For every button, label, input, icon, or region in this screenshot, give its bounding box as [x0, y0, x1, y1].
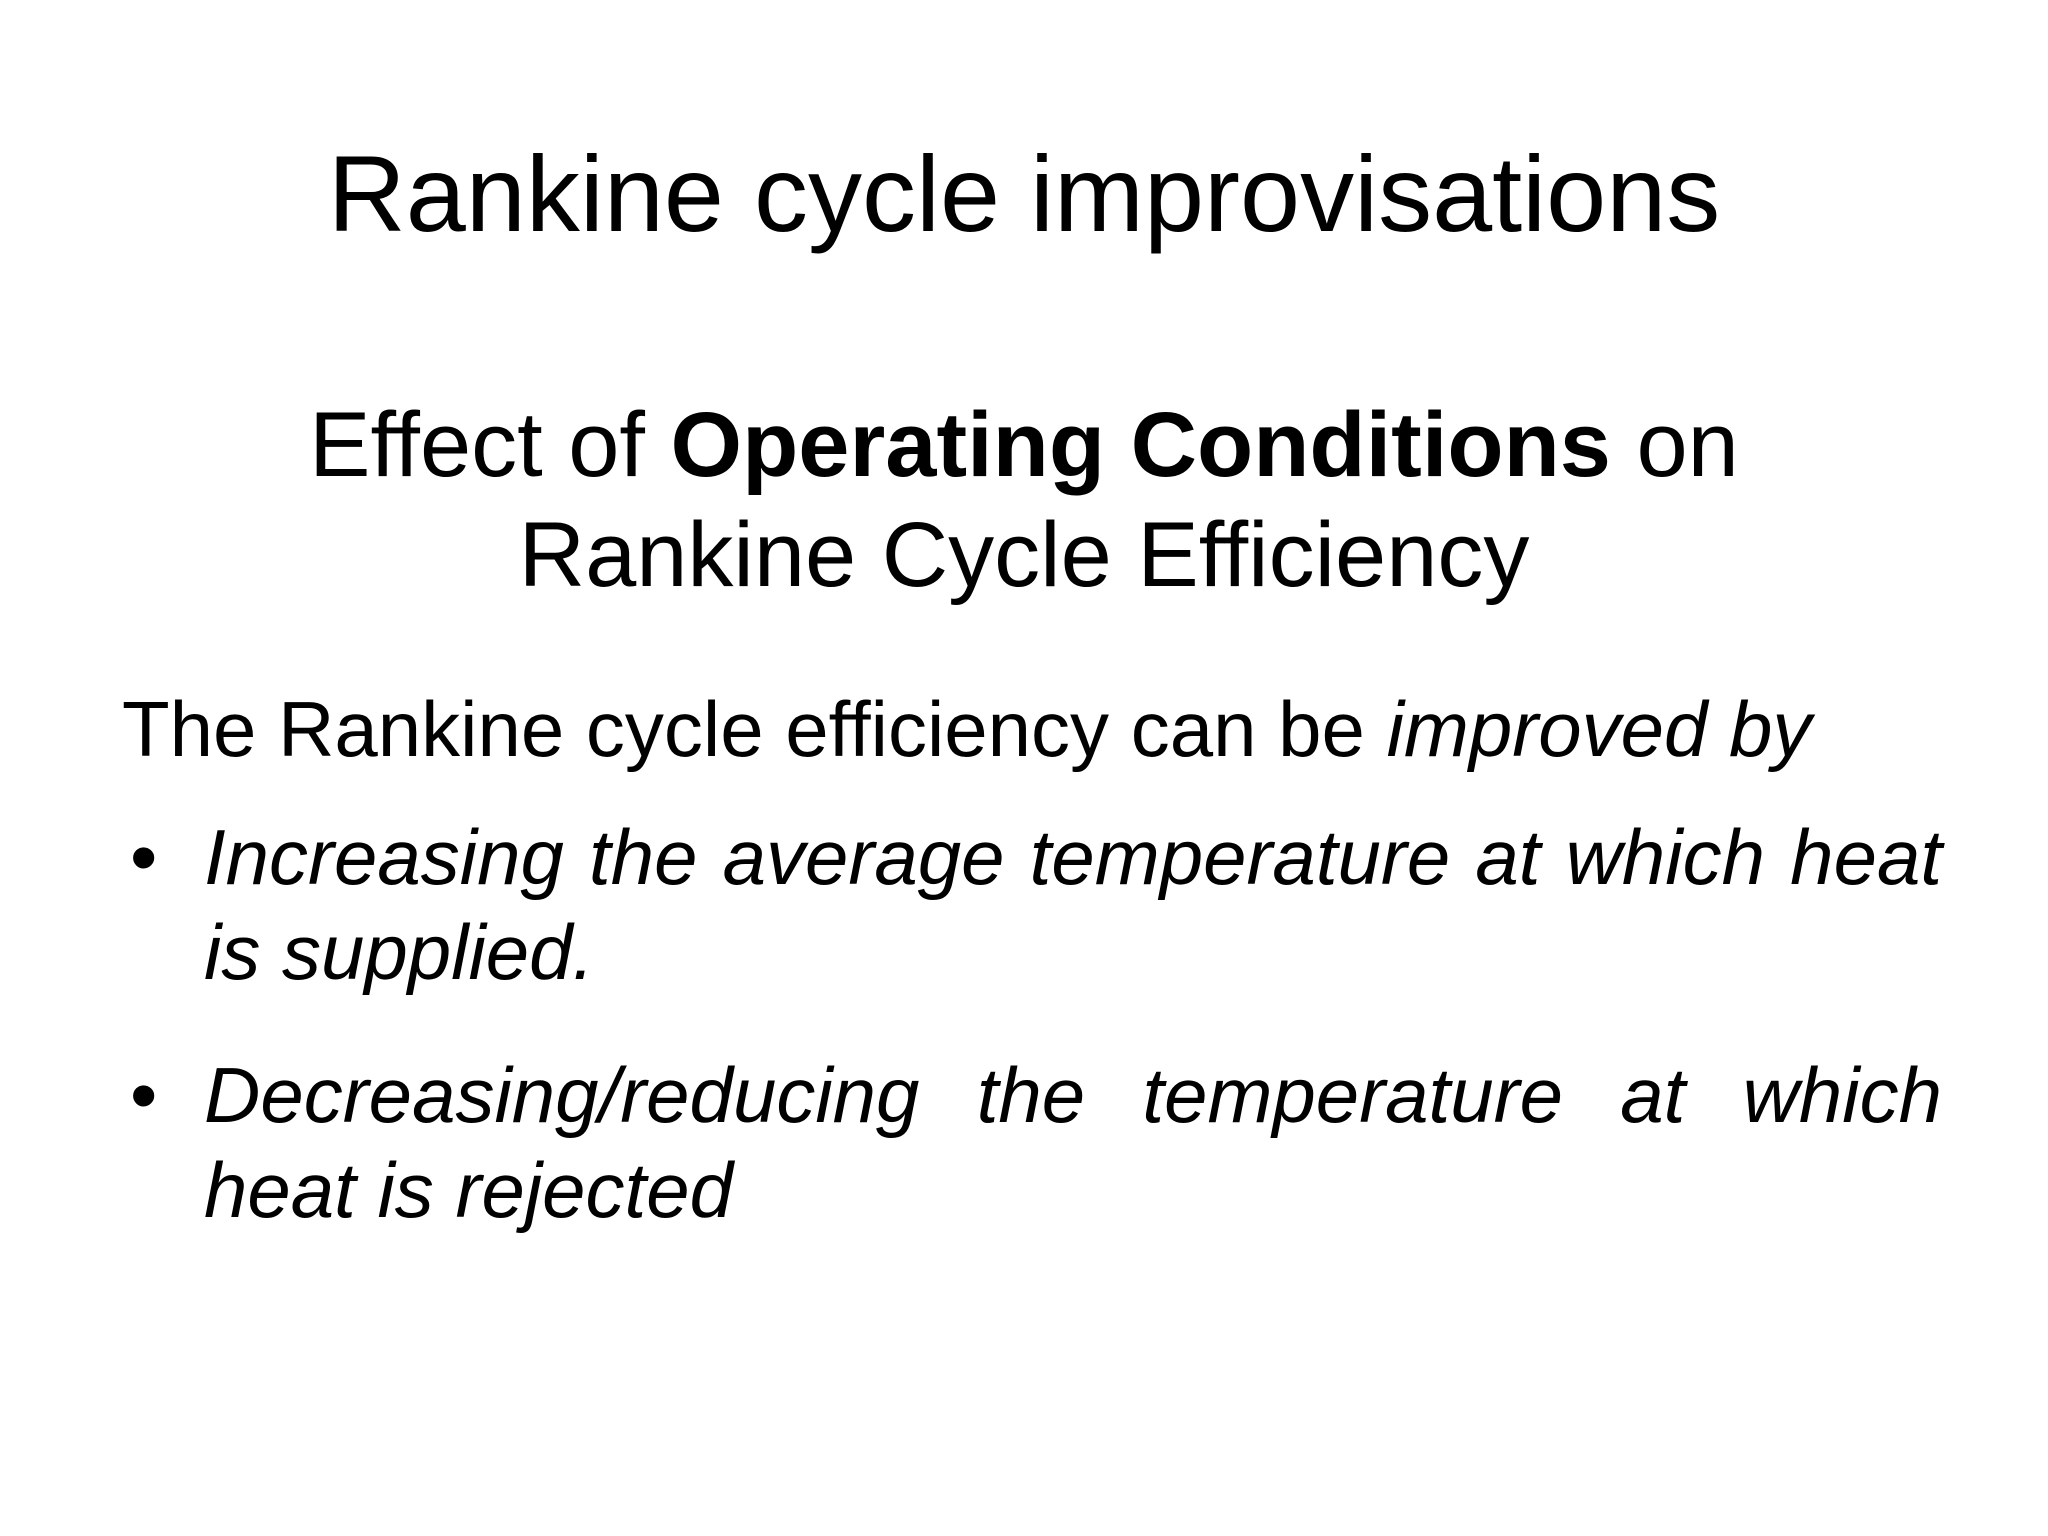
intro-plain: The Rankine cycle efficiency can be [122, 685, 1387, 773]
intro-italic: improved by [1386, 685, 1812, 773]
bullet-item: • Increasing the average temperature at … [122, 810, 1942, 1000]
bullet-list: • Increasing the average temperature at … [122, 810, 1942, 1287]
subtitle-prefix: Effect of [309, 394, 671, 496]
intro-text: The Rankine cycle efficiency can be impr… [122, 683, 1942, 777]
slide-subtitle: Effect of Operating Conditions on Rankin… [180, 390, 1868, 611]
subtitle-suffix: on Rankine Cycle Efficiency [518, 394, 1739, 607]
bullet-item: • Decreasing/reducing the temperature at… [122, 1048, 1942, 1238]
slide-title: Rankine cycle improvisations [327, 133, 1721, 254]
bullet-icon: • [130, 1051, 158, 1140]
bullet-text: Increasing the average temperature at wh… [204, 813, 1942, 997]
bullet-text: Decreasing/reducing the temperature at w… [204, 1051, 1942, 1235]
bullet-icon: • [130, 813, 158, 901]
subtitle-bold-term: Operating Conditions [670, 394, 1611, 496]
